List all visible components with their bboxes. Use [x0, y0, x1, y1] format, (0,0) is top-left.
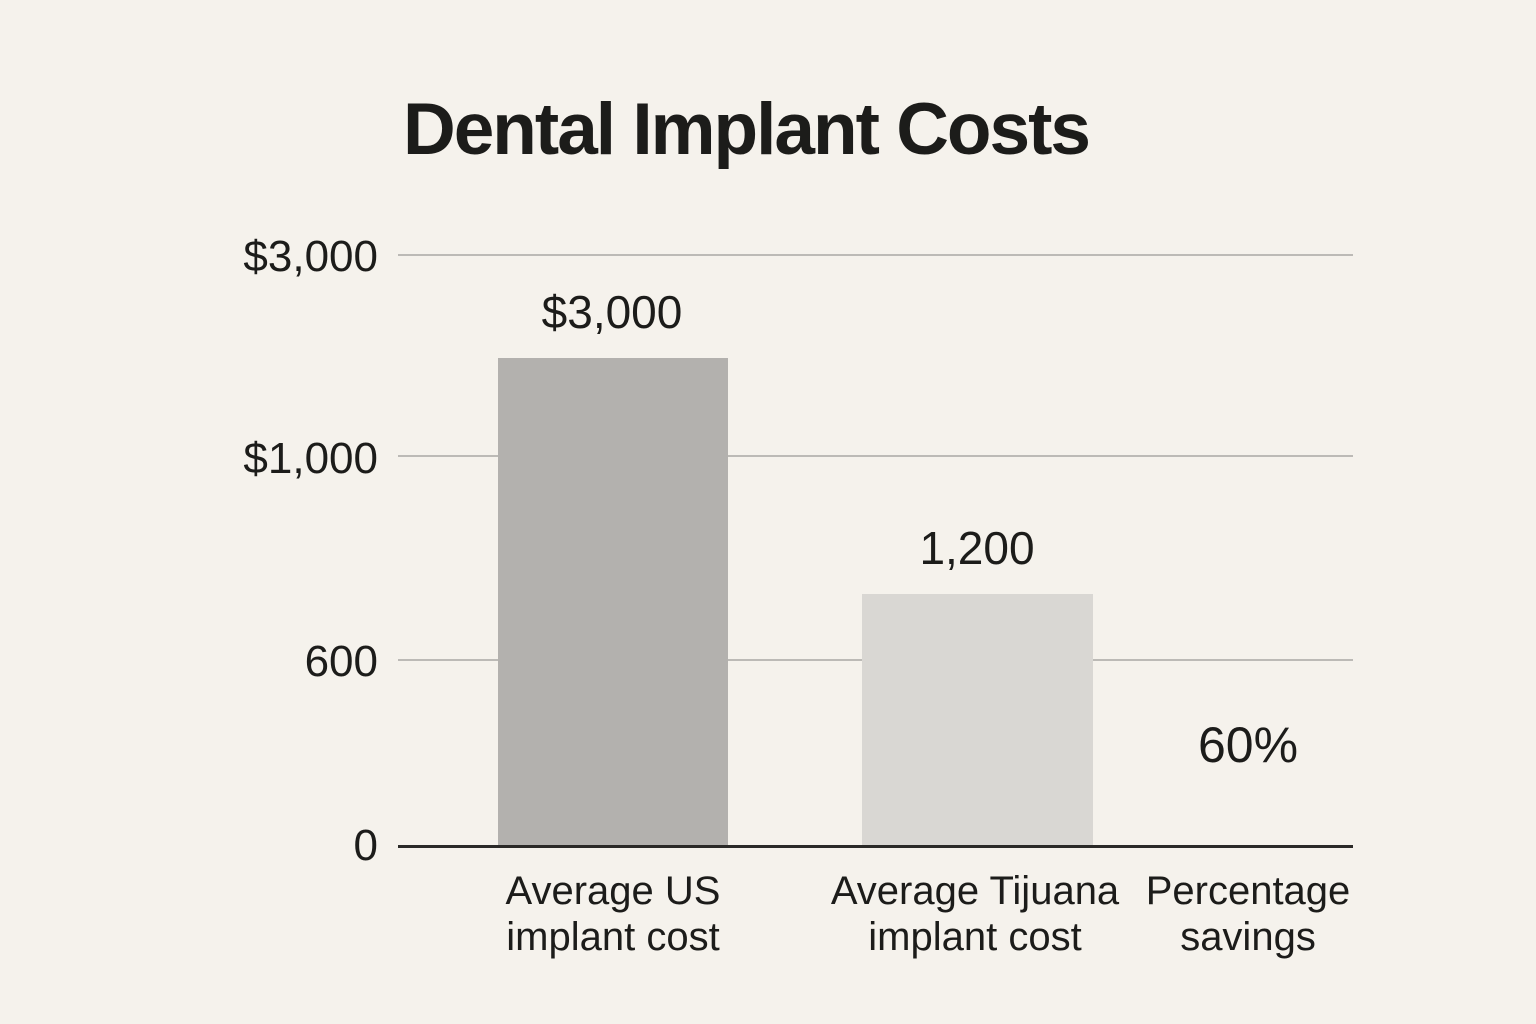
- x-category-label-us-line2: implant cost: [506, 915, 720, 959]
- x-category-label-tijuana: Average Tijuana implant cost: [831, 868, 1119, 960]
- x-axis-line: [398, 845, 1353, 848]
- y-tick-label-3000: $3,000: [243, 232, 378, 281]
- x-category-label-savings: Percentage savings: [1146, 868, 1351, 960]
- gridline-1000: [398, 455, 1353, 457]
- bar-average-us-implant-cost: [498, 358, 728, 845]
- x-category-label-savings-line1: Percentage: [1145, 869, 1351, 913]
- x-category-label-us-line1: Average US: [505, 869, 721, 913]
- x-category-label-us: Average US implant cost: [506, 868, 721, 960]
- y-tick-label-1000: $1,000: [243, 434, 378, 483]
- y-tick-label-600: 600: [304, 637, 378, 686]
- bar-value-label-us: $3,000: [541, 286, 683, 338]
- chart-title: Dental Implant Costs: [402, 89, 1091, 170]
- x-category-label-savings-line2: savings: [1180, 915, 1316, 959]
- gridline-3000: [398, 254, 1353, 256]
- x-category-label-tijuana-line2: implant cost: [868, 915, 1082, 959]
- bar-average-tijuana-implant-cost: [862, 594, 1093, 845]
- percentage-savings-value: 60%: [1197, 717, 1299, 773]
- x-category-label-tijuana-line1: Average Tijuana: [830, 869, 1120, 913]
- y-tick-label-0: 0: [353, 821, 378, 870]
- bar-value-label-tijuana: 1,200: [919, 522, 1035, 574]
